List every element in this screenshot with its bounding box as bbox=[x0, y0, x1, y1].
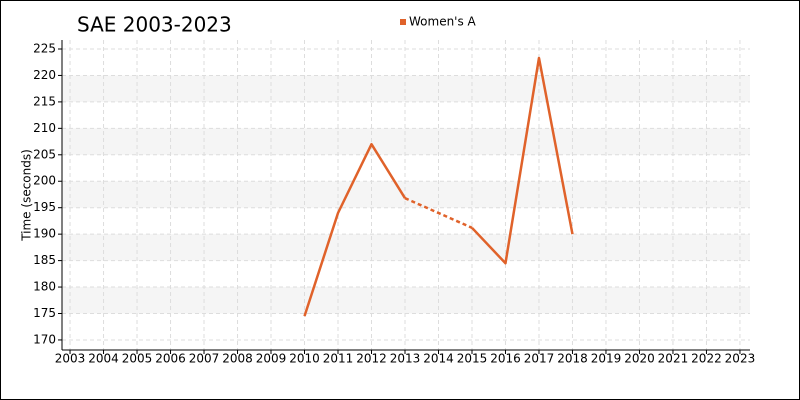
y-tick-label: 200 bbox=[33, 174, 56, 188]
grid-band bbox=[62, 181, 750, 208]
x-tick-label: 2017 bbox=[524, 352, 555, 366]
grid-band bbox=[62, 75, 750, 102]
x-tick-label: 2023 bbox=[725, 352, 756, 366]
y-tick-label: 215 bbox=[33, 94, 56, 108]
x-tick-label: 2003 bbox=[55, 352, 86, 366]
x-tick-label: 2010 bbox=[289, 352, 320, 366]
y-tick-label: 190 bbox=[33, 227, 56, 241]
x-tick-label: 2005 bbox=[122, 352, 153, 366]
y-tick-label: 185 bbox=[33, 253, 56, 267]
gap-bridge bbox=[404, 197, 473, 229]
x-tick-label: 2016 bbox=[490, 352, 521, 366]
x-tick-label: 2004 bbox=[88, 352, 119, 366]
x-tick-label: 2012 bbox=[356, 352, 387, 366]
legend-swatch bbox=[400, 19, 406, 25]
grid-band bbox=[62, 128, 750, 155]
y-tick-label: 175 bbox=[33, 306, 56, 320]
line-series bbox=[303, 56, 574, 317]
y-tick-label: 180 bbox=[33, 280, 56, 294]
x-tick-label: 2022 bbox=[691, 352, 722, 366]
x-tick-label: 2015 bbox=[457, 352, 488, 366]
y-tick-label: 170 bbox=[33, 332, 56, 346]
x-tick-label: 2020 bbox=[624, 352, 655, 366]
x-tick-label: 2006 bbox=[155, 352, 186, 366]
legend-label: Women's A bbox=[409, 15, 477, 29]
grid-band bbox=[62, 234, 750, 261]
x-tick-label: 2018 bbox=[557, 352, 588, 366]
chart-title: SAE 2003-2023 bbox=[77, 13, 232, 37]
x-tick-label: 2013 bbox=[390, 352, 421, 366]
x-tick-label: 2011 bbox=[323, 352, 354, 366]
grid-band bbox=[62, 287, 750, 314]
x-tick-label: 2008 bbox=[222, 352, 253, 366]
y-tick-label: 225 bbox=[33, 41, 56, 55]
y-tick-label: 195 bbox=[33, 200, 56, 214]
x-tick-label: 2007 bbox=[189, 352, 220, 366]
y-tick-label: 210 bbox=[33, 121, 56, 135]
y-tick-label: 205 bbox=[33, 147, 56, 161]
y-axis-label: Time (seconds) bbox=[20, 149, 34, 242]
x-tick-label: 2014 bbox=[423, 352, 454, 366]
x-tick-label: 2021 bbox=[658, 352, 689, 366]
x-tick-label: 2009 bbox=[256, 352, 287, 366]
x-tick-label: 2019 bbox=[591, 352, 622, 366]
y-tick-label: 220 bbox=[33, 68, 56, 82]
